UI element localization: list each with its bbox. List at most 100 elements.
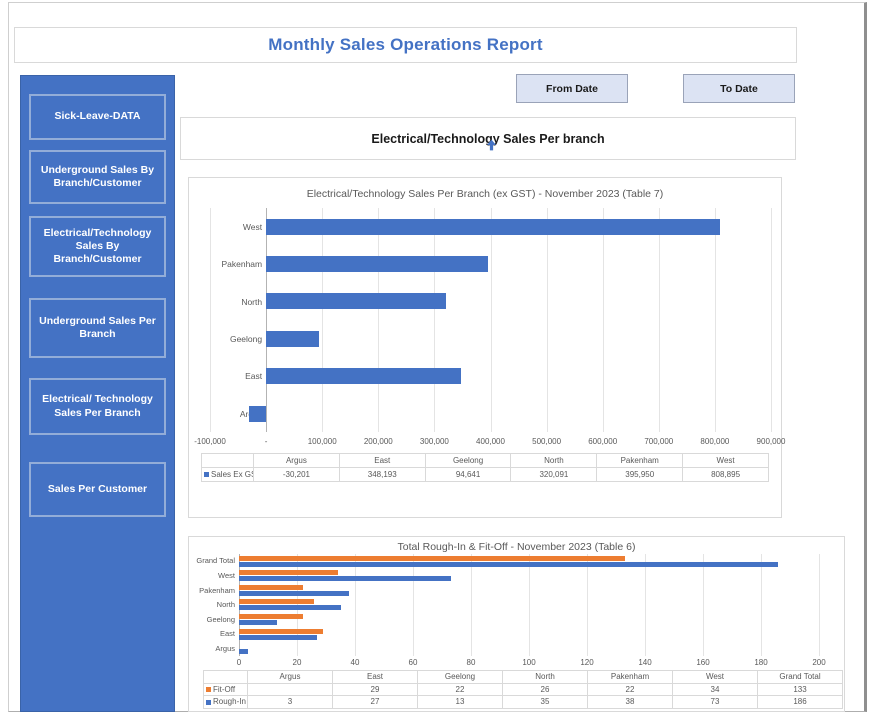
- table-col-header: Argus: [253, 453, 340, 468]
- gridline: [490, 208, 492, 432]
- rough-in-fit-off-chart: Total Rough-In & Fit-Off - November 2023…: [188, 536, 845, 712]
- table-col-header: Grand Total: [757, 670, 843, 684]
- x-tick-label: 100: [522, 658, 536, 667]
- table-cell: 22: [587, 682, 673, 696]
- legend-marker-icon: [204, 472, 209, 478]
- table-col-header: East: [332, 670, 418, 684]
- gridline: [355, 554, 356, 656]
- table-row: Rough-In 3 27 13 35 38 73 186: [203, 695, 843, 709]
- gridline: [761, 554, 762, 656]
- table-cell: 395,950: [596, 467, 684, 482]
- table-col-header: West: [672, 670, 758, 684]
- table-cell: 94,641: [424, 467, 512, 482]
- gridline: [645, 554, 646, 656]
- bar-fit-off-east: [239, 628, 324, 634]
- category-label: West: [242, 221, 263, 232]
- category-label: Geelong: [229, 333, 263, 344]
- table-cell: 3: [247, 695, 333, 709]
- x-tick-label: 20: [292, 658, 302, 667]
- table-cell: 34: [672, 682, 758, 696]
- bar-sales-ex-gst-pakenham: [266, 255, 489, 272]
- sidebar-item-sick-leave-data[interactable]: Sick-Leave-DATA: [29, 94, 166, 140]
- table-col-header: Pakenham: [587, 670, 673, 684]
- category-label: Pakenham: [221, 259, 263, 270]
- gridline: [413, 554, 414, 656]
- sidebar-item-sales-per-customer[interactable]: Sales Per Customer: [29, 462, 166, 517]
- table-row: Sales Ex GST-30,201348,19394,641320,0913…: [201, 467, 769, 482]
- chart-data-table: Argus East Geelong North Pakenham West Sales E…: [201, 453, 769, 482]
- table-col-header: North: [502, 670, 588, 684]
- gridline: [658, 208, 660, 432]
- x-tick-label: 60: [408, 658, 418, 667]
- table-cell: 13: [417, 695, 503, 709]
- x-tick-label: 160: [696, 658, 710, 667]
- table-cell: 26: [502, 682, 588, 696]
- gridline: [587, 554, 588, 656]
- series-legend: Sales Ex GST: [201, 467, 254, 482]
- table-cell: 27: [332, 695, 418, 709]
- x-tick-label: 200,000: [363, 437, 393, 446]
- zero-axis-line: [266, 208, 268, 432]
- table-cell: 320,091: [510, 467, 598, 482]
- x-tick-label: 80: [466, 658, 476, 667]
- series-legend: Rough-In: [203, 695, 248, 709]
- table-cell: 22: [417, 682, 503, 696]
- sales-per-branch-chart: Electrical/Technology Sales Per Branch (…: [188, 177, 785, 518]
- sidebar: Sick-Leave-DATA Underground Sales By Bra…: [20, 75, 175, 712]
- table-col-header: East: [338, 453, 426, 468]
- zero-axis-line: [239, 554, 240, 656]
- series-legend: Fit-Off: [203, 682, 248, 696]
- bar-fit-off-geelong: [239, 614, 303, 619]
- bar-fit-off-grand-total: [239, 555, 625, 561]
- sidebar-item-electrical-technology-sales-per-branch[interactable]: Electrical/ Technology Sales Per Branch: [29, 378, 166, 435]
- category-label: Pakenham: [199, 585, 235, 595]
- bar-rough-in-west: [239, 576, 451, 582]
- table-col-header: Geelong: [424, 453, 512, 468]
- from-date-button[interactable]: From Date: [516, 74, 628, 103]
- x-tick-label: 900,000: [756, 437, 786, 446]
- chart-data-table: Argus East Geelong North Pakenham West Grand T…: [203, 670, 843, 709]
- table-cell: 348,193: [338, 467, 426, 482]
- page-title: Monthly Sales Operations Report: [268, 35, 543, 54]
- bar-rough-in-argus: [239, 649, 248, 655]
- chart-title: Total Rough-In & Fit-Off - November 2023…: [397, 541, 636, 553]
- bar-fit-off-pakenham: [239, 584, 303, 590]
- category-label: North: [241, 296, 263, 307]
- table-cell: 133: [757, 682, 843, 696]
- x-tick-label: 300,000: [419, 437, 449, 446]
- report-title-box: Monthly Sales Operations Report: [14, 27, 797, 63]
- legend-marker-icon: [206, 699, 211, 705]
- sidebar-item-electrical-technology-sales-by-branch-customer[interactable]: Electrical/Technology Sales By Branch/Cu…: [29, 216, 166, 277]
- x-tick-label: 140: [638, 658, 652, 667]
- section-header: Electrical/Technology Sales Per branch: [180, 117, 796, 160]
- pointer-cursor-icon: [487, 139, 496, 151]
- gridline: [210, 208, 211, 432]
- x-tick-label: 400,000: [476, 437, 505, 446]
- x-tick-label: -: [264, 437, 268, 446]
- bar-sales-ex-gst-geelong: [266, 330, 320, 347]
- x-tick-label: 500,000: [532, 437, 562, 446]
- category-label: Geelong: [206, 614, 235, 624]
- gridline: [602, 208, 604, 432]
- table-cell: 808,895: [682, 467, 769, 482]
- x-tick-label: 100,000: [307, 437, 337, 446]
- gridline: [546, 208, 548, 432]
- bar-rough-in-north: [239, 605, 341, 611]
- table-cell: 38: [587, 695, 673, 709]
- table-cell: 29: [332, 682, 418, 696]
- x-axis: 0 20 40 60 80 100 120 140 160 180 200: [236, 658, 826, 668]
- bar-rough-in-pakenham: [239, 590, 350, 596]
- bar-sales-ex-gst-argus: [249, 405, 267, 422]
- x-tick-label: 200: [812, 658, 826, 667]
- sidebar-item-underground-sales-per-branch[interactable]: Underground Sales Per Branch: [29, 298, 166, 358]
- section-title: Electrical/Technology Sales Per branch: [371, 131, 605, 146]
- bar-rough-in-east: [239, 634, 318, 640]
- gridline: [771, 208, 772, 432]
- to-date-button[interactable]: To Date: [683, 74, 795, 103]
- x-tick-label: 120: [580, 658, 594, 667]
- sidebar-item-underground-sales-by-branch-customer[interactable]: Underground Sales By Branch/Customer: [29, 150, 166, 204]
- x-tick-label: 0: [236, 658, 242, 667]
- table-header-row: Argus East Geelong North Pakenham West Grand T…: [203, 670, 843, 684]
- x-tick-label: 180: [754, 658, 768, 667]
